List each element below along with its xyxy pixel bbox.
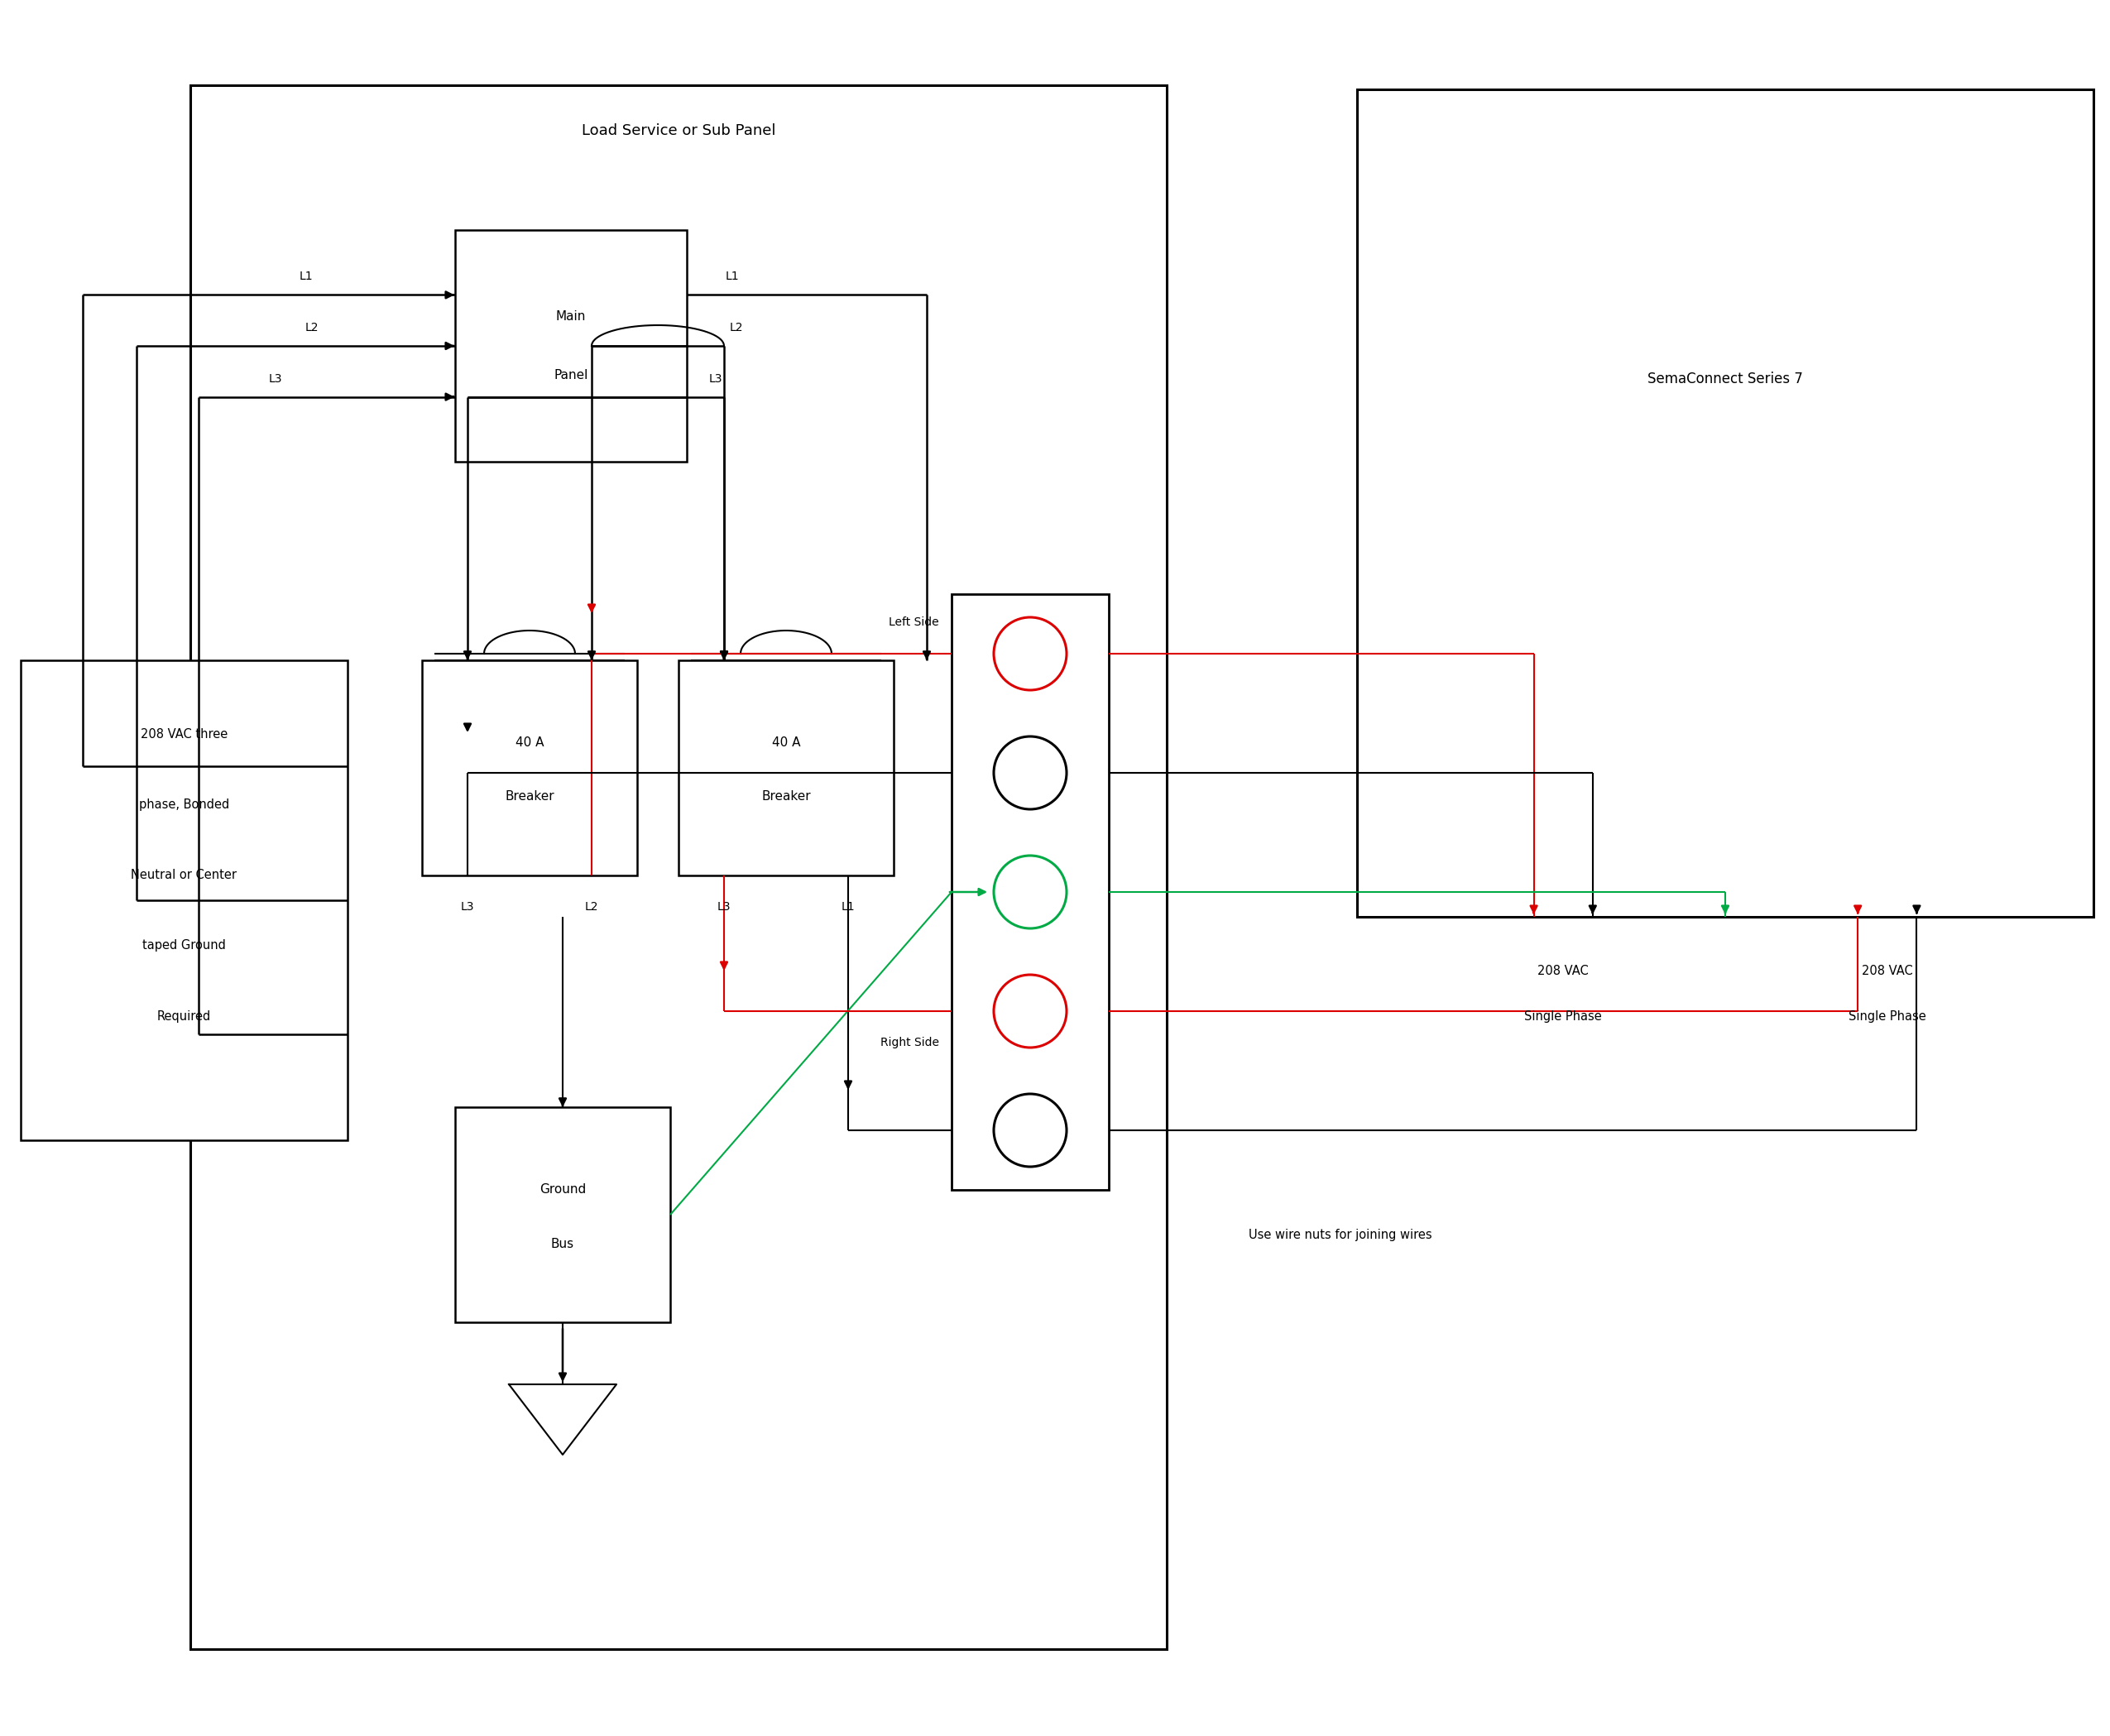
Text: Breaker: Breaker <box>762 790 810 804</box>
Text: Single Phase: Single Phase <box>1523 1010 1601 1023</box>
Text: 208 VAC: 208 VAC <box>1538 965 1589 977</box>
Text: taped Ground: taped Ground <box>141 939 226 951</box>
Text: Use wire nuts for joining wires: Use wire nuts for joining wires <box>1249 1229 1433 1241</box>
Text: Left Side: Left Side <box>888 616 939 628</box>
Bar <box>422 660 637 875</box>
Circle shape <box>994 856 1066 929</box>
Text: L3: L3 <box>268 373 283 384</box>
Circle shape <box>994 1094 1066 1167</box>
Text: Ground: Ground <box>540 1184 587 1196</box>
Text: L3: L3 <box>717 901 730 913</box>
Text: Single Phase: Single Phase <box>1848 1010 1926 1023</box>
Text: 40 A: 40 A <box>515 736 544 750</box>
Text: L3: L3 <box>709 373 722 384</box>
Text: Main: Main <box>555 311 587 323</box>
Text: L1: L1 <box>842 901 855 913</box>
Bar <box>456 231 686 462</box>
Text: L2: L2 <box>730 321 743 333</box>
Bar <box>1357 89 2093 917</box>
Circle shape <box>994 736 1066 809</box>
Text: L2: L2 <box>306 321 319 333</box>
Text: Panel: Panel <box>553 368 589 380</box>
Text: L1: L1 <box>726 271 738 283</box>
Bar <box>456 1108 671 1323</box>
Text: L1: L1 <box>300 271 312 283</box>
Text: 208 VAC three: 208 VAC three <box>141 729 228 741</box>
Text: L3: L3 <box>460 901 475 913</box>
Text: Bus: Bus <box>551 1238 574 1250</box>
Text: Required: Required <box>156 1010 211 1023</box>
Text: Neutral or Center: Neutral or Center <box>131 870 236 882</box>
Text: Right Side: Right Side <box>880 1036 939 1049</box>
Text: 208 VAC: 208 VAC <box>1861 965 1914 977</box>
Bar <box>679 660 895 875</box>
Bar <box>952 594 1108 1189</box>
Text: SemaConnect Series 7: SemaConnect Series 7 <box>1648 372 1802 387</box>
Bar <box>21 660 348 1141</box>
Circle shape <box>994 618 1066 691</box>
Text: 40 A: 40 A <box>772 736 800 750</box>
Text: L2: L2 <box>584 901 599 913</box>
Bar <box>190 85 1167 1649</box>
Text: phase, Bonded: phase, Bonded <box>139 799 230 811</box>
Text: Breaker: Breaker <box>504 790 555 804</box>
Text: Load Service or Sub Panel: Load Service or Sub Panel <box>582 123 776 139</box>
Circle shape <box>994 974 1066 1047</box>
